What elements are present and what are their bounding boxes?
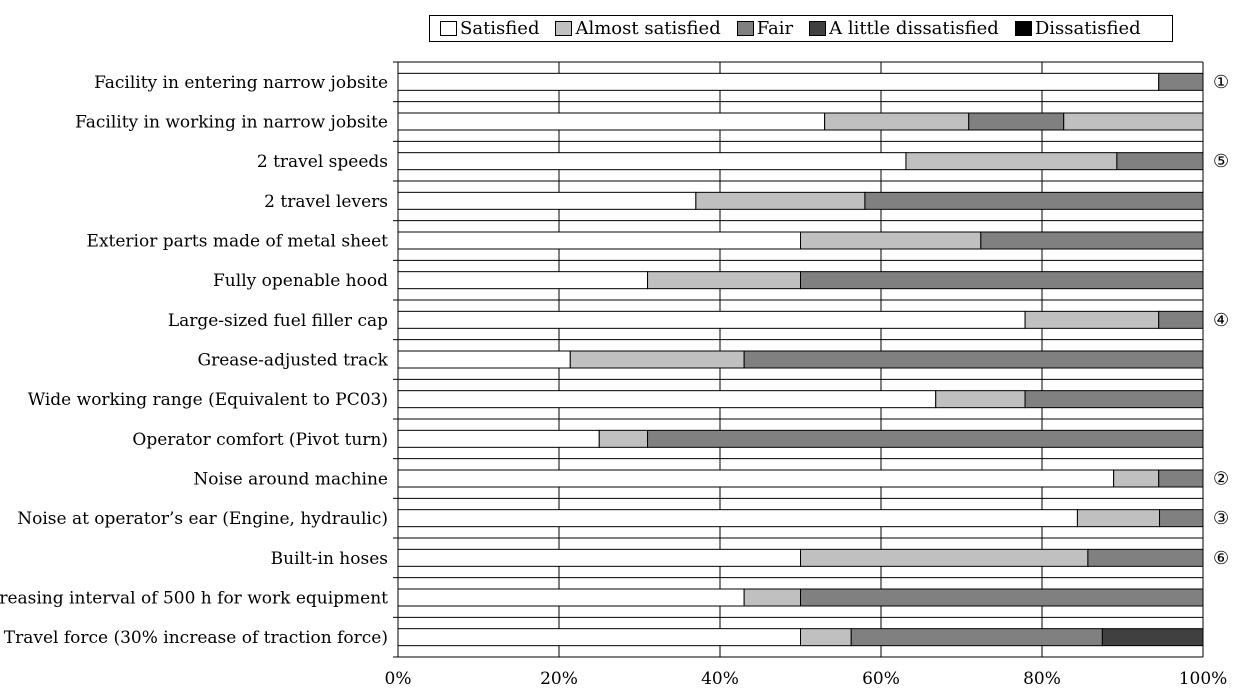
category-label-11: Noise at operator’s ear (Engine, hydraul… (17, 509, 388, 529)
category-label-12: Built-in hoses (271, 549, 388, 569)
category-label-6: Large-sized fuel filler cap (168, 311, 388, 331)
bar-marker-6: ④ (1213, 310, 1229, 331)
bar-operator-comfort-pivot-turn-almost-satisfied (598, 429, 649, 448)
category-label-9: Operator comfort (Pivot turn) (132, 430, 388, 450)
bar-travel-force-30-increase-of-traction-for-fair (850, 628, 1103, 647)
bar-travel-force-30-increase-of-traction-for-almost-satisfied (800, 628, 852, 647)
x-tick-label-5: 100% (1179, 669, 1228, 689)
bar-noise-at-operator-s-ear-engine-hydraulic-fair (1159, 509, 1204, 528)
bar-large-sized-fuel-filler-cap-fair (1158, 310, 1204, 329)
bar-greasing-interval-of-500-h-for-work-equi-satisfied (397, 588, 745, 607)
bar-noise-around-machine-fair (1158, 469, 1204, 488)
legend-label-almost-satisfied: Almost satisfied (575, 18, 721, 39)
category-label-14: Travel force (30% increase of traction f… (4, 628, 388, 648)
bar-facility-in-working-in-narrow-jobsite-fair (968, 112, 1065, 131)
legend-label-a-little-dissatisfied: A little dissatisfied (829, 18, 999, 39)
x-tick-label-1: 20% (540, 669, 578, 689)
bar-large-sized-fuel-filler-cap-almost-satisfied (1024, 310, 1160, 329)
category-label-1: Facility in working in narrow jobsite (75, 113, 388, 133)
bar-marker-0: ① (1213, 72, 1229, 93)
bar-facility-in-working-in-narrow-jobsite-satisfied (397, 112, 826, 131)
category-label-3: 2 travel levers (264, 192, 388, 212)
category-label-5: Fully openable hood (213, 271, 388, 291)
bar-wide-working-range-equivalent-to-pc03-satisfied (397, 390, 937, 409)
bar-operator-comfort-pivot-turn-satisfied (397, 429, 600, 448)
legend-swatch-almost-satisfied (555, 21, 573, 36)
bar-facility-in-working-in-narrow-jobsite-almost-satisfied-2 (1063, 112, 1204, 131)
bar-travel-force-30-increase-of-traction-for-satisfied (397, 628, 801, 647)
legend-label-satisfied: Satisfied (460, 18, 540, 39)
x-tick-label-4: 80% (1023, 669, 1061, 689)
category-label-4: Exterior parts made of metal sheet (87, 232, 389, 252)
x-tick-label-2: 40% (701, 669, 739, 689)
bar-grease-adjusted-track-almost-satisfied (569, 350, 745, 369)
legend-item-dissatisfied: Dissatisfied (1014, 18, 1141, 39)
bar-noise-at-operator-s-ear-engine-hydraulic-almost-satisfied (1076, 509, 1161, 528)
legend-swatch-dissatisfied (1014, 21, 1032, 36)
legend-item-fair: Fair (736, 18, 794, 39)
x-tick-label-3: 60% (862, 669, 900, 689)
bar-2-travel-speeds-satisfied (397, 152, 907, 171)
x-tick-label-0: 0% (385, 669, 412, 689)
bar-facility-in-entering-narrow-jobsite-fair (1158, 72, 1204, 91)
legend-label-fair: Fair (756, 18, 794, 39)
bar-noise-around-machine-almost-satisfied (1113, 469, 1160, 488)
bar-exterior-parts-made-of-metal-sheet-fair (980, 231, 1204, 250)
bar-greasing-interval-of-500-h-for-work-equi-almost-satisfied (743, 588, 802, 607)
legend-item-a-little-dissatisfied: A little dissatisfied (809, 18, 999, 39)
legend-swatch-satisfied (440, 21, 457, 36)
bar-2-travel-levers-fair (864, 191, 1204, 210)
bar-large-sized-fuel-filler-cap-satisfied (397, 310, 1026, 329)
bar-marker-11: ③ (1213, 508, 1229, 529)
legend-item-satisfied: Satisfied (440, 18, 539, 39)
bar-exterior-parts-made-of-metal-sheet-satisfied (397, 231, 801, 250)
legend-swatch-fair (736, 21, 754, 36)
bar-fully-openable-hood-almost-satisfied (647, 271, 801, 290)
bar-marker-2: ⑤ (1213, 151, 1229, 172)
legend-swatch-a-little-dissatisfied (809, 21, 827, 36)
bar-operator-comfort-pivot-turn-fair (647, 429, 1204, 448)
bar-built-in-hoses-satisfied (397, 548, 801, 567)
category-label-2: 2 travel speeds (257, 152, 388, 172)
bar-2-travel-levers-almost-satisfied (695, 191, 866, 210)
bar-wide-working-range-equivalent-to-pc03-almost-satisfied (935, 390, 1026, 409)
bar-built-in-hoses-fair (1087, 548, 1204, 567)
category-label-0: Facility in entering narrow jobsite (94, 73, 388, 93)
bar-grease-adjusted-track-fair (743, 350, 1204, 369)
bar-marker-12: ⑥ (1213, 548, 1229, 569)
bar-2-travel-levers-satisfied (397, 191, 697, 210)
bar-fully-openable-hood-fair (800, 271, 1204, 290)
bar-built-in-hoses-almost-satisfied (800, 548, 1089, 567)
legend: Satisfied Almost satisfied Fair A little… (429, 15, 1173, 42)
bar-noise-around-machine-satisfied (397, 469, 1115, 488)
bar-wide-working-range-equivalent-to-pc03-fair (1024, 390, 1204, 409)
bar-2-travel-speeds-almost-satisfied (905, 152, 1118, 171)
bar-exterior-parts-made-of-metal-sheet-almost-satisfied (800, 231, 982, 250)
category-label-10: Noise around machine (193, 470, 388, 490)
legend-label-dissatisfied: Dissatisfied (1034, 18, 1141, 39)
bar-marker-10: ② (1213, 469, 1229, 490)
category-label-7: Grease-adjusted track (198, 351, 389, 371)
bar-facility-in-entering-narrow-jobsite-satisfied (397, 72, 1160, 91)
category-label-8: Wide working range (Equivalent to PC03) (28, 390, 388, 410)
category-label-13: Greasing interval of 500 h for work equi… (0, 589, 388, 609)
bar-2-travel-speeds-fair (1116, 152, 1204, 171)
bar-facility-in-working-in-narrow-jobsite-almost-satisfied (824, 112, 970, 131)
bar-noise-at-operator-s-ear-engine-hydraulic-satisfied (397, 509, 1078, 528)
bar-fully-openable-hood-satisfied (397, 271, 649, 290)
legend-item-almost-satisfied: Almost satisfied (555, 18, 721, 39)
bar-greasing-interval-of-500-h-for-work-equi-fair (800, 588, 1204, 607)
bar-travel-force-30-increase-of-traction-for-a-little-dissatisfied (1101, 628, 1204, 647)
bar-grease-adjusted-track-satisfied (397, 350, 571, 369)
